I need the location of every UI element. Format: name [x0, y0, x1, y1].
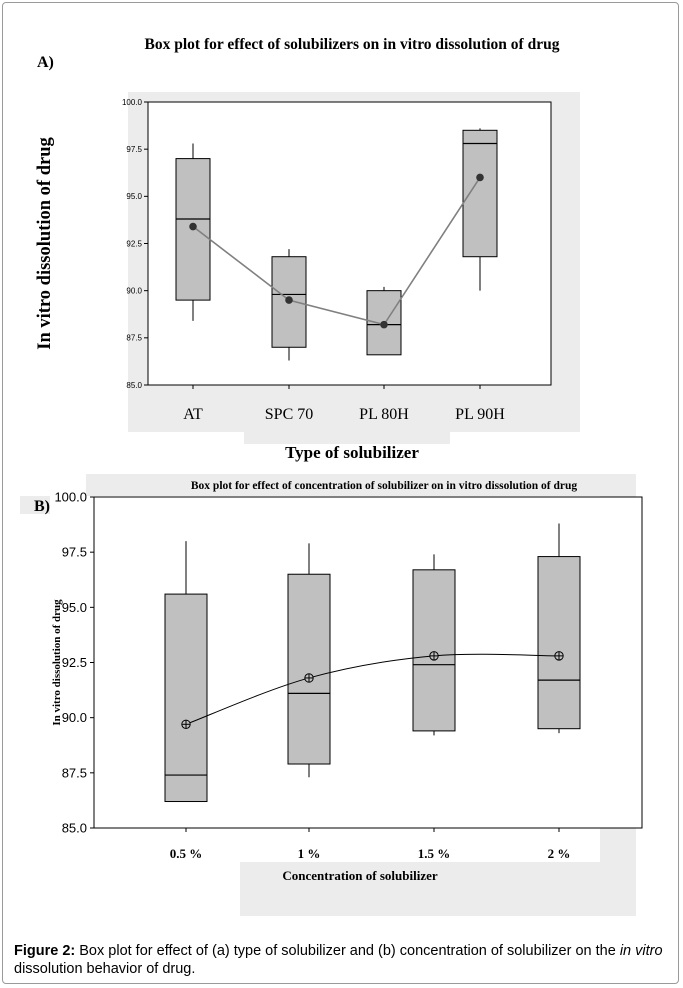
panel-b-box: [537, 556, 581, 730]
panel-b-background-band: [20, 496, 50, 514]
panel-a-ytick-label: 87.5: [126, 334, 142, 343]
panel-a-mean-line: [192, 177, 481, 326]
panel-b-ylabel: In vitro dissolution of drug: [51, 599, 63, 726]
panel-b-box: [164, 593, 208, 803]
panel-b-xtick-label: 2 %: [548, 846, 571, 861]
panel-a-mean-marker: [189, 222, 197, 231]
panel-b-xlabel: Concentration of solubilizer: [282, 868, 437, 883]
panel-a-xtick-label: PL 80H: [359, 406, 409, 423]
caption-italic: in vitro: [619, 943, 663, 959]
panel-b-xtick-label: 1 %: [298, 846, 321, 861]
panel-a-box: [366, 290, 402, 356]
panel-b-xtick-label: 1.5 %: [418, 846, 451, 861]
figure-caption: Figure 2: Box plot for effect of (a) typ…: [14, 942, 670, 978]
panel-b-ytick-label: 92.5: [62, 655, 87, 670]
panel-b-ytick-label: 97.5: [62, 545, 87, 560]
panel-a-mean-marker: [285, 296, 293, 304]
panel-b-label: B): [34, 498, 50, 515]
panel-b-xtick-label: 0.5 %: [170, 846, 203, 861]
panel-a-mean-marker: [380, 320, 388, 329]
caption-label: Figure 2:: [14, 943, 76, 959]
panel-a-ytick-label: 95.0: [126, 192, 142, 201]
caption-text-2: dissolution behavior of drug.: [14, 961, 196, 977]
panel-a-ytick-label: 85.0: [126, 381, 142, 390]
panel-b-mean-line: [185, 653, 560, 725]
panel-a-background-band: [244, 432, 450, 444]
panel-b-ytick-label: 85.0: [62, 821, 87, 836]
panel-b-title: Box plot for effect of concentration of …: [191, 480, 577, 492]
panel-b-background-band: [86, 474, 636, 496]
panel-a-ytick-label: 97.5: [126, 145, 142, 154]
panel-b-box: [287, 573, 331, 765]
panel-a-xlabel: Type of solubilizer: [285, 443, 419, 462]
panel-a-xtick-label: SPC 70: [265, 406, 313, 423]
panel-b-box: [412, 569, 456, 732]
panel-a-box: [462, 129, 498, 258]
panel-a-title: Box plot for effect of solubilizers on i…: [145, 36, 560, 53]
panel-b-ytick-label: 100.0: [54, 490, 87, 505]
panel-b-ytick-label: 90.0: [62, 710, 87, 725]
caption-text-1: Box plot for effect of (a) type of solub…: [79, 943, 620, 959]
panel-a-label: A): [37, 54, 54, 71]
panel-b-ytick-label: 87.5: [62, 765, 87, 780]
panel-a-mean-marker: [476, 173, 484, 182]
panel-a-ylabel: In vitro dissolution of drug: [35, 137, 55, 350]
panel-a-ytick-label: 90.0: [126, 286, 142, 295]
panel-b-ytick-label: 95.0: [62, 600, 87, 615]
panel-a-ytick-label: 100.0: [122, 98, 143, 107]
panel-a-xtick-label: AT: [183, 406, 203, 423]
panel-a-xtick-label: PL 90H: [455, 406, 505, 423]
panel-a-ytick-label: 92.5: [126, 239, 142, 248]
panel-b-background-band: [240, 862, 636, 916]
